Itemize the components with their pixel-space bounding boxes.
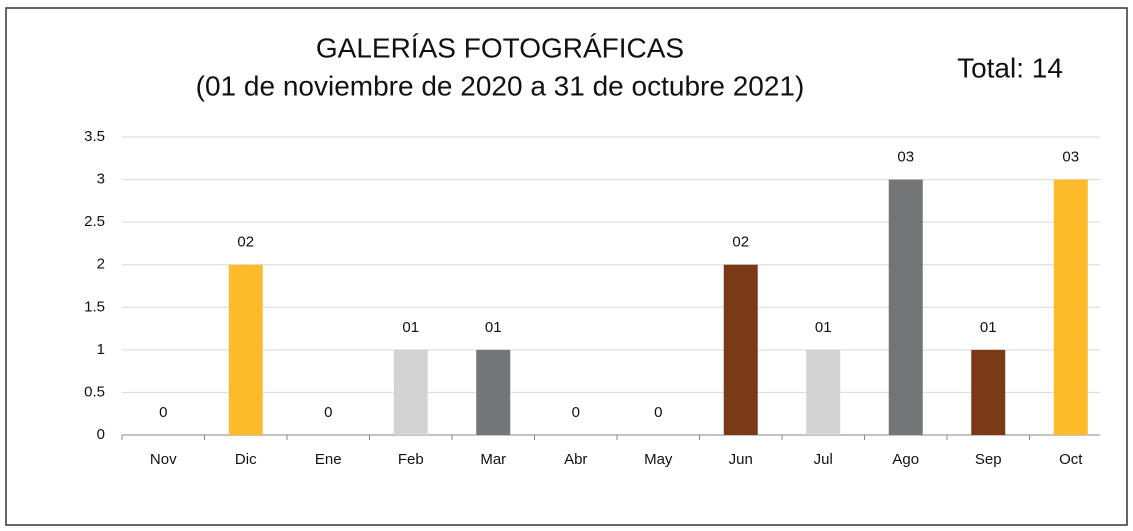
- x-tick-label: Ago: [892, 451, 919, 468]
- data-label: 03: [1062, 149, 1079, 166]
- data-label: 0: [572, 404, 580, 421]
- bar: [723, 264, 758, 435]
- data-label: 01: [980, 319, 997, 336]
- y-tick-label: 2.5: [84, 213, 105, 230]
- y-tick-label: 0.5: [84, 383, 105, 400]
- total-annotation: Total: 14: [957, 52, 1063, 83]
- data-label: 01: [485, 319, 502, 336]
- data-label: 01: [402, 319, 419, 336]
- y-tick-label: 1: [97, 341, 105, 358]
- y-tick-label: 3: [97, 171, 105, 188]
- chart-title: GALERÍAS FOTOGRÁFICAS: [316, 32, 684, 63]
- bar: [476, 349, 511, 435]
- data-label: 02: [237, 234, 254, 251]
- bar: [393, 349, 428, 435]
- chart-subtitle: (01 de noviembre de 2020 a 31 de octubre…: [196, 70, 805, 101]
- x-tick-label: Nov: [150, 451, 177, 468]
- x-tick-label: Abr: [564, 451, 587, 468]
- data-label: 01: [815, 319, 832, 336]
- x-tick-label: Jun: [729, 451, 753, 468]
- data-label: 0: [159, 404, 167, 421]
- x-tick-label: Dic: [235, 451, 257, 468]
- y-tick-label: 2: [97, 256, 105, 273]
- bar: [971, 349, 1006, 435]
- x-tick-label: Oct: [1059, 451, 1083, 468]
- bar: [1053, 179, 1088, 435]
- data-label: 02: [732, 234, 749, 251]
- bar: [806, 349, 841, 435]
- x-tick-label: May: [644, 451, 673, 468]
- frame: [5, 7, 1128, 526]
- x-tick-label: Ene: [315, 451, 342, 468]
- x-tick-label: Feb: [398, 451, 424, 468]
- y-tick-label: 1.5: [84, 298, 105, 315]
- x-tick-label: Jul: [814, 451, 833, 468]
- data-label: 03: [897, 149, 914, 166]
- data-label: 0: [654, 404, 662, 421]
- y-tick-label: 0: [97, 426, 105, 443]
- x-tick-label: Sep: [975, 451, 1002, 468]
- y-tick-label: 3.5: [84, 128, 105, 145]
- data-label: 0: [324, 404, 332, 421]
- x-tick-label: Mar: [480, 451, 506, 468]
- bar: [888, 179, 923, 435]
- bar: [228, 264, 263, 435]
